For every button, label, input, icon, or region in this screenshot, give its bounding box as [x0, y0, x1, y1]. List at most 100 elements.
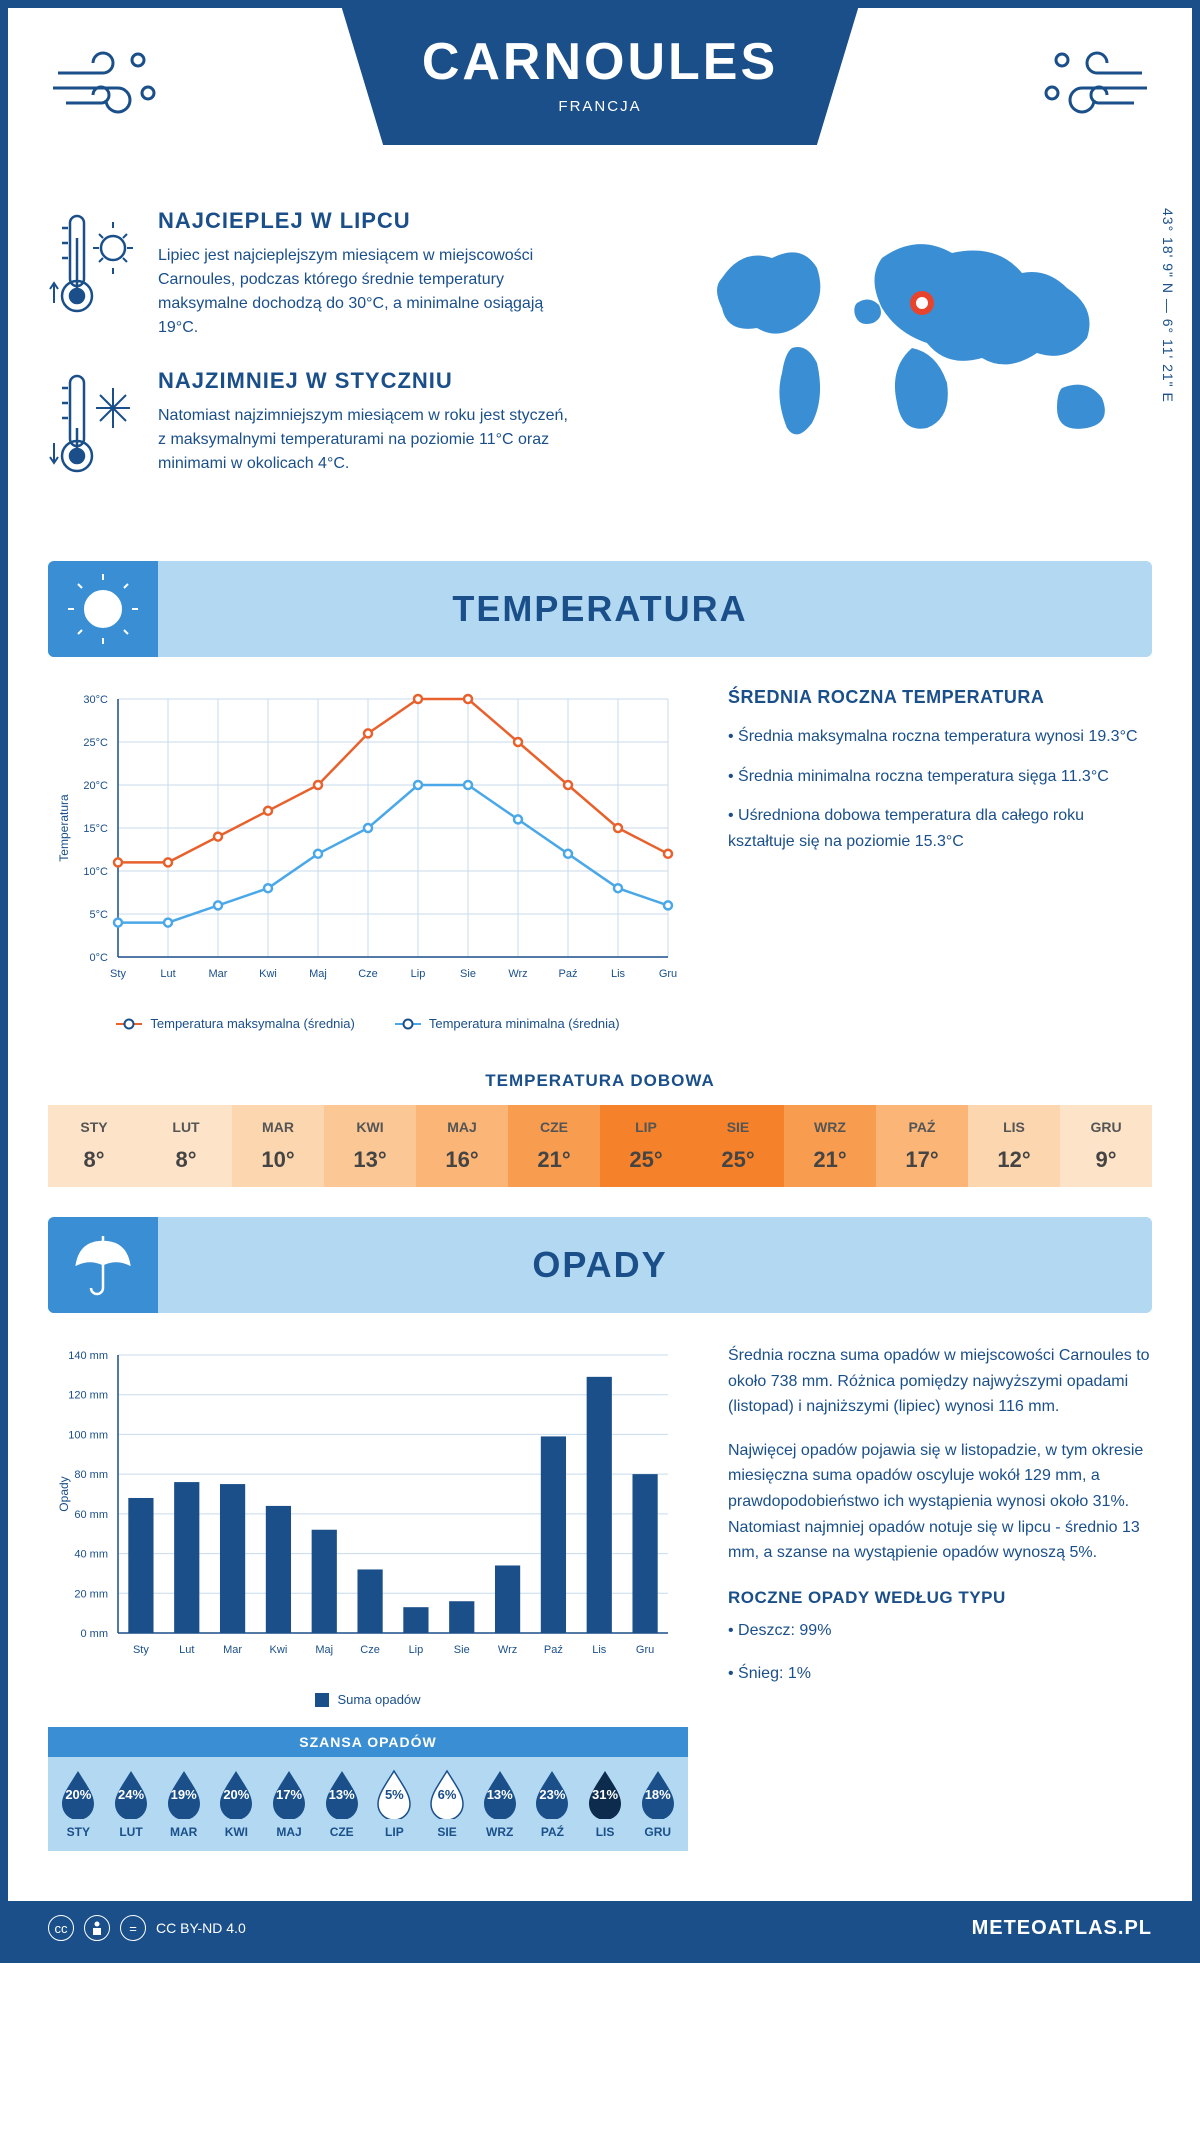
chance-table: SZANSA OPADÓW 20% STY 24% LUT 19% MAR 20…	[48, 1727, 688, 1851]
svg-text:Kwi: Kwi	[259, 968, 277, 980]
thermometer-hot-icon	[48, 208, 138, 340]
daily-cell: MAJ16°	[416, 1105, 508, 1187]
daily-cell: SIE25°	[692, 1105, 784, 1187]
svg-text:0 mm: 0 mm	[81, 1628, 109, 1640]
by-icon	[84, 1915, 110, 1941]
svg-text:Lip: Lip	[409, 1644, 424, 1656]
daily-cell: PAŹ17°	[876, 1105, 968, 1187]
chance-cell: 24% LUT	[105, 1769, 158, 1839]
svg-text:Paź: Paź	[559, 968, 578, 980]
daily-temp-table: STY8°LUT8°MAR10°KWI13°MAJ16°CZE21°LIP25°…	[48, 1105, 1152, 1187]
temperature-banner: TEMPERATURA	[48, 561, 1152, 657]
cold-body: Natomiast najzimniejszym miesiącem w rok…	[158, 404, 578, 476]
precip-type-heading: ROCZNE OPADY WEDŁUG TYPU	[728, 1588, 1152, 1608]
svg-text:5°C: 5°C	[90, 909, 109, 921]
svg-text:Lut: Lut	[160, 968, 175, 980]
svg-text:Maj: Maj	[309, 968, 327, 980]
temp-point: • Średnia minimalna roczna temperatura s…	[728, 764, 1152, 790]
precipitation-chart: 0 mm 20 mm 40 mm 60 mm 80 mm 100 mm 120 mm 140 …	[48, 1343, 688, 1673]
svg-text:30°C: 30°C	[83, 694, 108, 706]
svg-text:Sty: Sty	[110, 968, 126, 980]
chance-title: SZANSA OPADÓW	[48, 1727, 688, 1757]
svg-text:40 mm: 40 mm	[74, 1549, 108, 1561]
svg-text:Mar: Mar	[223, 1644, 242, 1656]
svg-text:Lip: Lip	[411, 968, 426, 980]
svg-text:Sie: Sie	[460, 968, 476, 980]
temperature-heading: TEMPERATURA	[452, 588, 747, 630]
svg-text:Gru: Gru	[636, 1644, 654, 1656]
footer: cc = CC BY-ND 4.0 METEOATLAS.PL	[8, 1901, 1192, 1955]
nd-icon: =	[120, 1915, 146, 1941]
chance-cell: 13% WRZ	[473, 1769, 526, 1839]
svg-text:Wrz: Wrz	[498, 1644, 517, 1656]
page-subtitle: FRANCJA	[422, 98, 778, 115]
umbrella-icon	[48, 1217, 158, 1313]
precip-p2: Najwięcej opadów pojawia się w listopadz…	[728, 1438, 1152, 1566]
chance-cell: 18% GRU	[631, 1769, 684, 1839]
svg-text:25°C: 25°C	[83, 737, 108, 749]
precipitation-heading: OPADY	[532, 1244, 667, 1286]
svg-text:20°C: 20°C	[83, 780, 108, 792]
svg-text:20 mm: 20 mm	[74, 1588, 108, 1600]
chance-cell: 6% SIE	[421, 1769, 474, 1839]
cold-heading: NAJZIMNIEJ W STYCZNIU	[158, 368, 578, 394]
license-text: CC BY-ND 4.0	[156, 1920, 246, 1936]
legend-max: Temperatura maksymalna (średnia)	[116, 1016, 354, 1031]
svg-text:Paź: Paź	[544, 1644, 563, 1656]
svg-text:Temperatura: Temperatura	[57, 794, 71, 862]
svg-text:Wrz: Wrz	[508, 968, 527, 980]
daily-cell: LUT8°	[140, 1105, 232, 1187]
svg-text:0°C: 0°C	[90, 952, 109, 964]
daily-cell: WRZ21°	[784, 1105, 876, 1187]
svg-text:Sie: Sie	[454, 1644, 470, 1656]
chance-cell: 20% KWI	[210, 1769, 263, 1839]
svg-text:Cze: Cze	[358, 968, 378, 980]
precip-type-point: • Śnieg: 1%	[728, 1661, 1152, 1687]
chance-cell: 13% CZE	[315, 1769, 368, 1839]
svg-text:80 mm: 80 mm	[74, 1469, 108, 1481]
wind-icon	[1032, 38, 1152, 143]
chance-cell: 19% MAR	[157, 1769, 210, 1839]
daily-cell: STY8°	[48, 1105, 140, 1187]
hot-heading: NAJCIEPLEJ W LIPCU	[158, 208, 578, 234]
temp-point: • Uśredniona dobowa temperatura dla całe…	[728, 803, 1152, 854]
svg-text:120 mm: 120 mm	[68, 1390, 108, 1402]
svg-text:Gru: Gru	[659, 968, 677, 980]
precipitation-banner: OPADY	[48, 1217, 1152, 1313]
daily-cell: LIS12°	[968, 1105, 1060, 1187]
svg-text:Kwi: Kwi	[270, 1644, 288, 1656]
daily-cell: MAR10°	[232, 1105, 324, 1187]
page-title: CARNOULES	[422, 32, 778, 92]
daily-cell: LIP25°	[600, 1105, 692, 1187]
precip-type-point: • Deszcz: 99%	[728, 1618, 1152, 1644]
header: CARNOULES FRANCJA	[8, 8, 1192, 188]
cc-icon: cc	[48, 1915, 74, 1941]
svg-text:Lut: Lut	[179, 1644, 194, 1656]
daily-temp-title: TEMPERATURA DOBOWA	[8, 1071, 1192, 1091]
location-marker	[913, 294, 931, 312]
svg-text:Opady: Opady	[57, 1476, 71, 1511]
svg-text:15°C: 15°C	[83, 823, 108, 835]
svg-text:Maj: Maj	[315, 1644, 333, 1656]
svg-text:100 mm: 100 mm	[68, 1429, 108, 1441]
site-name: METEOATLAS.PL	[972, 1917, 1152, 1940]
svg-text:Lis: Lis	[592, 1644, 607, 1656]
svg-text:Mar: Mar	[209, 968, 228, 980]
intro-section: NAJCIEPLEJ W LIPCU Lipiec jest najcieple…	[8, 188, 1192, 541]
temp-side-heading: ŚREDNIA ROCZNA TEMPERATURA	[728, 687, 1152, 708]
hot-body: Lipiec jest najcieplejszym miesiącem w m…	[158, 244, 578, 340]
temp-point: • Średnia maksymalna roczna temperatura …	[728, 724, 1152, 750]
legend-min: Temperatura minimalna (średnia)	[395, 1016, 620, 1031]
chance-cell: 31% LIS	[579, 1769, 632, 1839]
svg-text:Lis: Lis	[611, 968, 626, 980]
chance-cell: 20% STY	[52, 1769, 105, 1839]
chance-cell: 17% MAJ	[263, 1769, 316, 1839]
daily-cell: CZE21°	[508, 1105, 600, 1187]
chance-cell: 23% PAŹ	[526, 1769, 579, 1839]
temperature-chart: 0°C5°C10°C15°C20°C25°C30°CStyLutMarKwiMa…	[48, 687, 688, 1031]
daily-cell: KWI13°	[324, 1105, 416, 1187]
svg-text:Sty: Sty	[133, 1644, 149, 1656]
svg-text:140 mm: 140 mm	[68, 1350, 108, 1362]
coordinates: 43° 18' 9" N — 6° 11' 21" E	[1160, 208, 1176, 403]
svg-text:60 mm: 60 mm	[74, 1509, 108, 1521]
